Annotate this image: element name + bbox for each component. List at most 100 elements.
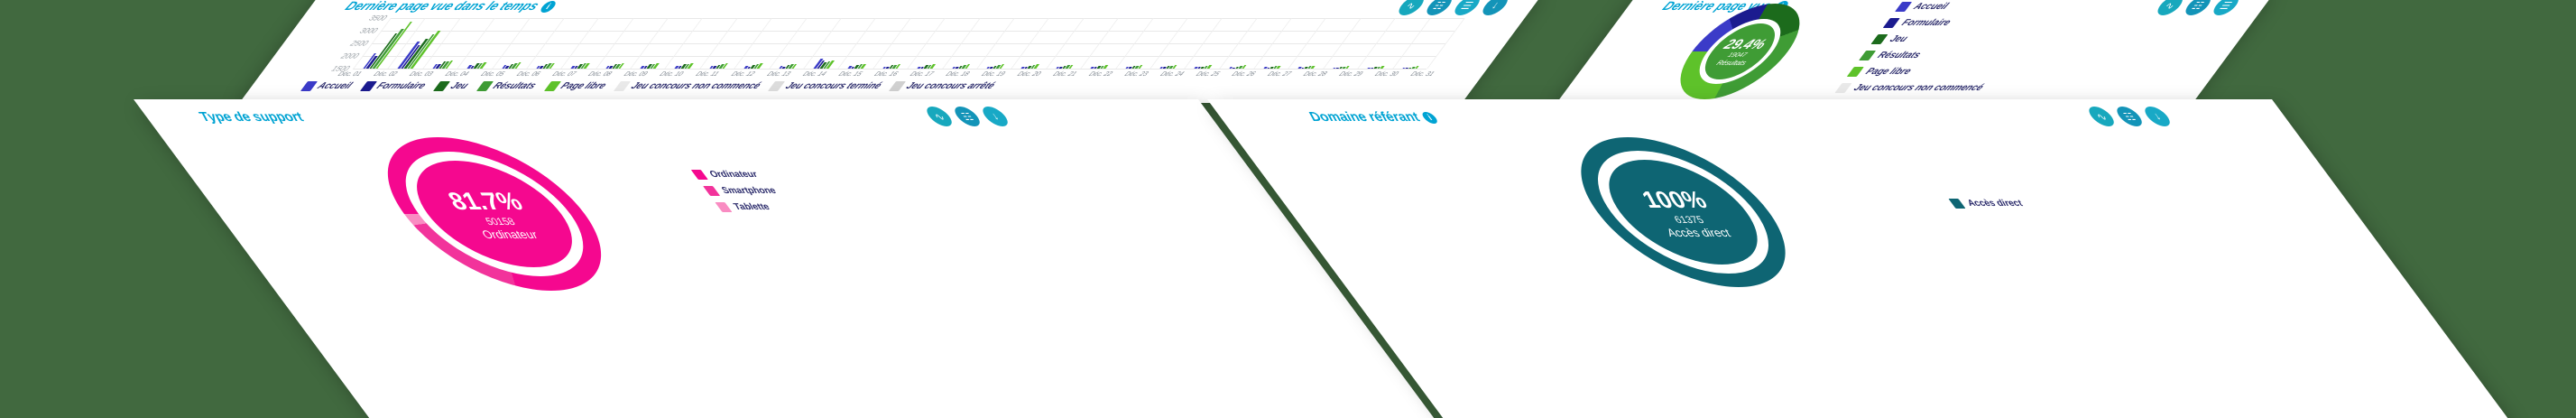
legend-item[interactable]: Jeu concours terminé [768,81,883,91]
x-axis-tick: Déc. 24 [1159,71,1186,78]
legend-item[interactable]: Accueil [300,81,355,91]
legend-item[interactable]: Jeu concours non commencé [614,81,763,91]
legend-label: Accès direct [1964,199,2027,209]
legend-swatch-icon [1834,83,1852,93]
toolbar-last-page-donut: ∿ ☷ ☰ [2153,0,2244,15]
table-view-icon[interactable]: ☷ [2181,0,2216,15]
legend-item[interactable]: Jeu [1870,34,2021,44]
chart-type-icon[interactable]: ∿ [921,107,957,126]
bar[interactable] [1242,65,1247,69]
x-axis-tick: Déc. 30 [1372,71,1400,78]
legend-label: Tablette [731,202,773,212]
x-axis-tick: Déc. 03 [407,71,435,78]
legend-item[interactable]: Résultats [475,81,539,91]
donut-count: 19047 [1726,51,1749,59]
panel-title-support-type: Type de support [195,110,308,125]
donut-percent: 29.4% [1720,36,1770,52]
bar[interactable] [1310,65,1316,69]
legend-item[interactable]: Jeu concours non commencé [1834,83,1986,93]
legend-item[interactable]: Jeu [433,81,471,91]
y-axis-tick: 2000 [338,51,362,60]
info-icon[interactable]: i [1419,111,1441,124]
x-axis-tick: Déc. 28 [1301,71,1328,78]
chart-legend-referrer-domain: Accès direct [1948,199,2026,209]
download-icon[interactable]: ↓ [977,107,1013,126]
chart-legend-last-page-over-time: Accueil Formulaire Jeu Résultats Page libre J… [300,81,997,91]
legend-label: Jeu concours terminé [782,81,884,91]
legend-swatch-icon [690,170,708,180]
bar[interactable] [1380,65,1385,69]
x-axis-tick: Déc. 18 [944,71,971,78]
bar[interactable] [1206,65,1213,69]
legend-label: Smartphone [719,186,780,196]
chart-type-icon[interactable]: ∿ [2083,107,2119,126]
donut-referrer-domain: 100% 61375 Accès direct [1542,137,1824,287]
legend-item[interactable]: Tablette [715,202,790,212]
y-axis-tick: 3500 [366,14,390,23]
legend-label: Résultats [490,81,539,91]
panel-title-last-page-over-time: Dernière page vue dans le temps i [342,0,559,13]
bar[interactable] [1345,65,1351,69]
donut-label: Accès direct [1662,226,1734,239]
x-axis-tick: Déc. 11 [694,71,720,78]
x-axis-tick: Déc. 10 [658,71,685,78]
legend-item[interactable]: Smartphone [703,186,780,196]
x-axis-tick: Déc. 09 [622,71,649,78]
legend-label: Jeu concours arrêté [903,81,998,91]
legend-item[interactable]: Page libre [1846,67,1998,77]
bar-chart-plot: 3500 3000 2500 2000 1500 Déc. 01 Déc. 02 Déc. … [329,14,1465,78]
chart-type-icon[interactable]: ∿ [1394,0,1429,15]
download-icon[interactable]: ↓ [2139,107,2175,126]
table-view-icon[interactable]: ☷ [949,107,985,126]
legend-label: Jeu concours non commencé [628,81,763,91]
donut-support-type: 81.7% 50158 Ordinateur [347,137,642,291]
legend-item[interactable]: Formulaire [1882,18,2034,28]
legend-label: Accueil [1911,2,1951,12]
bar[interactable] [1415,66,1419,69]
panel-last-page-donut: Dernière page vuei ∿ ☷ ☰ 29.4% 19047 Rés… [1556,0,2278,125]
legend-swatch-icon [1870,34,1888,44]
legend-item[interactable]: Jeu concours arrêté [889,81,997,91]
chart-type-icon[interactable]: ∿ [2153,0,2188,15]
y-axis-tick: 2500 [347,39,371,48]
info-icon[interactable]: i [538,0,559,13]
donut-percent: 81.7% [439,187,530,215]
bar[interactable] [1172,65,1177,69]
list-view-icon[interactable]: ☰ [2209,0,2244,15]
legend-item[interactable]: Accès direct [1948,199,2026,209]
legend-label: Formulaire [1898,18,1953,28]
table-view-icon[interactable]: ☷ [2111,107,2147,126]
legend-swatch-icon [1895,2,1913,12]
x-axis-tick: Déc. 01 [336,71,363,78]
legend-item[interactable]: Résultats [1859,51,2009,60]
panel-referrer-domain: Domaine référanti ∿ ☷ ↓ 100% 61375 Accès… [1207,99,2513,418]
legend-swatch-icon [703,186,721,196]
donut-count: 61375 [1671,214,1707,226]
x-axis-tick: Déc. 14 [800,71,828,78]
legend-label: Page libre [1862,67,1914,77]
donut-percent: 100% [1633,185,1714,213]
x-axis-tick: Déc. 23 [1122,71,1150,78]
legend-swatch-icon [1882,18,1900,28]
legend-swatch-icon [715,202,733,212]
list-view-icon[interactable]: ☰ [1450,0,1485,15]
bar[interactable] [1276,65,1281,69]
legend-swatch-icon [1948,199,1966,209]
legend-label: Résultats [1875,51,1924,60]
legend-label: Jeu concours non commencé [1851,83,1986,93]
legend-item[interactable]: Formulaire [359,81,428,91]
legend-item[interactable]: Accueil [1895,2,2045,12]
donut-count: 50158 [482,216,519,228]
x-axis-tick: Déc. 16 [872,71,900,78]
legend-item[interactable]: Ordinateur [690,170,767,180]
x-axis-tick: Déc. 29 [1337,71,1364,78]
x-axis-tick: Déc. 12 [729,71,756,78]
download-icon[interactable]: ↓ [1478,0,1513,15]
x-axis-tick: Déc. 31 [1408,71,1436,78]
legend-label: Formulaire [374,81,429,91]
legend-swatch-icon [1846,67,1864,77]
table-view-icon[interactable]: ☷ [1422,0,1457,15]
legend-item[interactable]: Page libre [543,81,608,91]
x-axis-tick: Déc. 21 [1051,71,1078,78]
